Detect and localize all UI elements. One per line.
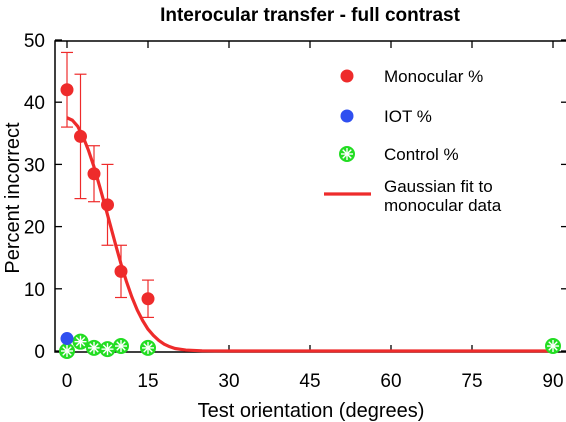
monocular-point [87,167,101,181]
x-tick-label: 75 [461,371,482,392]
y-tick-label: 20 [24,218,45,239]
y-tick-label: 0 [34,342,45,363]
monocular-point [74,129,87,143]
control-point [72,333,89,350]
y-tick-label: 40 [24,93,45,114]
legend-label: Monocular % [384,67,483,86]
chart-title: Interocular transfer - full contrast [160,5,461,26]
monocular-point [141,292,155,306]
control-marker-spoke [89,343,99,353]
legend-label: IOT % [384,107,432,126]
control-marker-spoke [342,149,352,159]
control-marker-spoke [548,341,558,351]
legend: Monocular % IOT % Control % Gaussian fit to… [324,67,502,215]
x-tick-label: 15 [137,371,158,392]
legend-label: Gaussian fit to [384,177,493,196]
x-axis-label: Test orientation (degrees) [198,400,425,422]
axis-ticks: 0 15 30 45 60 75 90 0 10 20 30 40 50 [24,31,566,392]
control-marker-spoke [116,341,126,351]
control-point [545,338,561,355]
monocular-point [60,83,74,97]
x-tick-label: 0 [62,371,73,392]
monocular-point [114,264,128,278]
y-tick-label: 10 [24,280,45,301]
gaussian-fit-line [66,116,553,353]
legend-label: Control % [384,145,459,164]
control-point [59,343,75,359]
control-marker-spoke [75,336,86,347]
y-tick-label: 30 [24,155,45,176]
control-point [99,341,116,358]
x-tick-label: 30 [218,371,239,392]
legend-point-symbol [340,109,354,123]
legend-point-symbol [340,69,354,83]
control-point [113,338,129,355]
control-marker-spoke [143,343,153,353]
legend-label: monocular data [384,196,502,215]
x-tick-label: 60 [380,371,401,392]
iot-point [60,332,74,346]
x-tick-label: 90 [542,371,563,392]
control-marker-spoke [102,344,113,354]
monocular-point [101,198,114,212]
y-tick-label: 50 [24,31,45,52]
y-axis-label: Percent incorrect [2,122,24,274]
control-point [86,339,102,356]
control-point [140,339,156,356]
plot-marks [59,51,561,359]
legend-control-symbol [339,146,355,162]
x-tick-label: 45 [299,371,320,392]
control-marker-spoke [62,346,72,356]
